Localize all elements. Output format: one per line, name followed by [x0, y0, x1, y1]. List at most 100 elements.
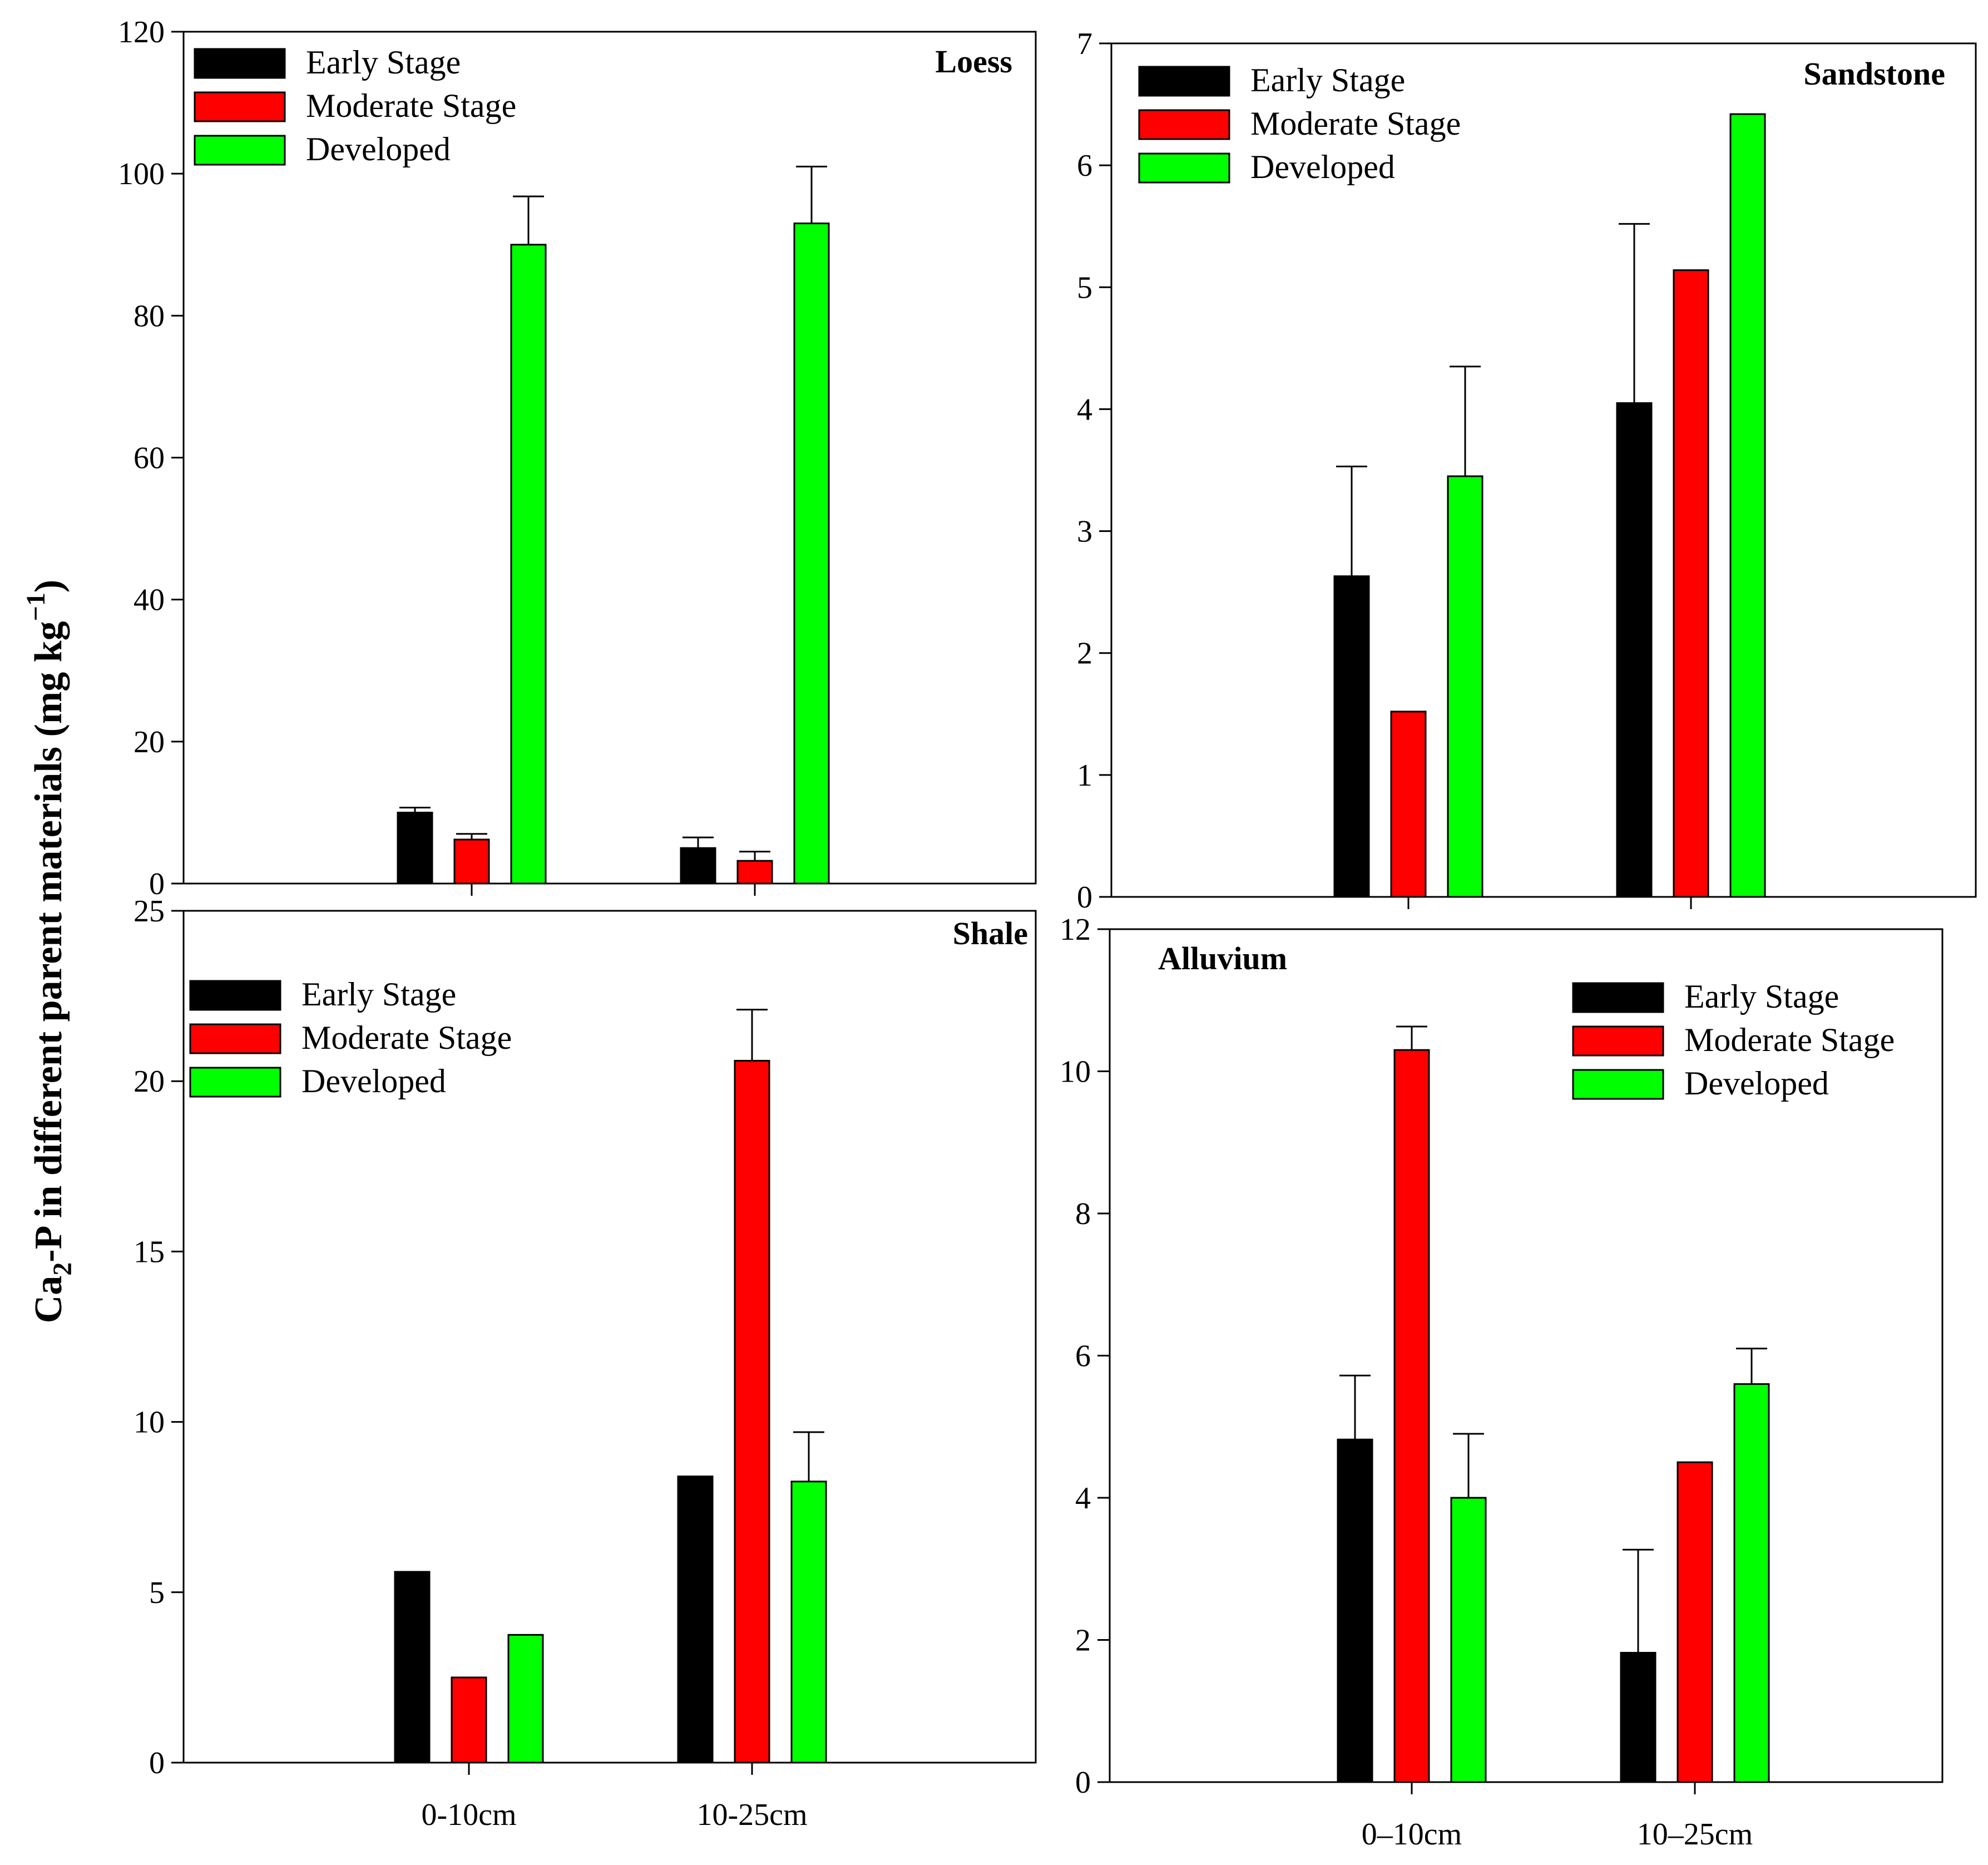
loess-legend-swatch-developed: [194, 135, 286, 166]
loess-bar-developed: [510, 244, 547, 885]
y-axis-label-prefix: Ca: [27, 1276, 70, 1324]
sandstone-legend-swatch-developed: [1138, 152, 1230, 184]
loess-legend-label-early-stage: Early Stage: [306, 44, 461, 81]
alluvium-y-tick-label: 2: [1075, 1624, 1091, 1658]
sandstone-y-tick-label: 2: [1077, 637, 1092, 671]
alluvium-chart: 0 2 4 6 8 10 12 0–10cm 10–25cm Early Stage Moderat…: [1060, 912, 1944, 1852]
loess-y-tick-label: 40: [133, 583, 165, 618]
loess-y-tick-label: 120: [118, 15, 165, 50]
alluvium-bar-moderate-stage: [1677, 1461, 1713, 1783]
loess-bar-developed: [793, 222, 830, 885]
shale-legend: Early Stage Moderate Stage Developed: [189, 976, 512, 1099]
sandstone-bar-moderate-stage: [1673, 269, 1709, 898]
loess-chart: 0 20 40 60 80 100 120 Early Stage Moderate Stage…: [118, 15, 1037, 901]
sandstone-bar-early-stage: [1333, 575, 1370, 898]
alluvium-legend-swatch-moderate-stage: [1572, 1025, 1664, 1057]
alluvium-y-tick-label: 8: [1075, 1197, 1091, 1231]
alluvium-legend-swatch-developed: [1572, 1069, 1664, 1100]
shale-y-tick-label: 5: [149, 1576, 165, 1610]
loess-bar-moderate-stage: [736, 860, 773, 885]
sandstone-y-tick-label: 7: [1077, 27, 1092, 61]
loess-y-tick-label: 60: [133, 441, 165, 476]
y-axis-label-suffix: ): [27, 580, 70, 593]
alluvium-bar-early-stage: [1620, 1651, 1656, 1783]
alluvium-y-tick-label: 4: [1075, 1481, 1091, 1516]
shale-panel-title: Shale: [953, 915, 1028, 951]
sandstone-legend-swatch-moderate-stage: [1138, 109, 1230, 140]
shale-bar-moderate-stage: [734, 1059, 770, 1764]
loess-y-tick-label: 100: [118, 157, 165, 191]
alluvium-legend-label-moderate-stage: Moderate Stage: [1684, 1022, 1895, 1058]
sandstone-bar-developed: [1729, 113, 1766, 898]
shale-bar-moderate-stage: [451, 1676, 487, 1764]
shale-y-tick-label: 0: [149, 1746, 165, 1780]
shale-y-tick-label: 10: [133, 1405, 165, 1440]
loess-legend-swatch-early-stage: [194, 48, 286, 79]
y-axis-label-middle: -P in different parent materials (mg kg: [27, 621, 70, 1262]
shale-chart: 0 5 10 15 20 25 0-10cm 10-25cm Early Stage Modera…: [133, 894, 1037, 1832]
loess-bar-moderate-stage: [453, 838, 490, 885]
loess-legend-label-developed: Developed: [306, 131, 451, 167]
sandstone-y-tick-label: 3: [1077, 515, 1092, 549]
shale-legend-swatch-early-stage: [189, 980, 281, 1011]
sandstone-legend-label-moderate-stage: Moderate Stage: [1250, 105, 1461, 142]
sandstone-y-tick-label: 0: [1077, 880, 1092, 915]
loess-legend-label-moderate-stage: Moderate Stage: [306, 87, 516, 124]
alluvium-x-tick-label: 10–25cm: [1637, 1817, 1753, 1852]
sandstone-legend: Early Stage Moderate Stage Developed: [1138, 62, 1461, 185]
sandstone-plot-frame: [1110, 42, 1977, 898]
shale-y-tick-label: 20: [133, 1064, 165, 1099]
shale-x-tick-label: 0-10cm: [421, 1798, 516, 1832]
loess-y-tick-label: 20: [133, 725, 165, 759]
loess-legend: Early Stage Moderate Stage Developed: [194, 44, 516, 167]
y-axis-label: Ca2-P in different parent materials (mg …: [21, 580, 77, 1324]
shale-y-tick-label: 15: [133, 1235, 165, 1269]
sandstone-legend-label-developed: Developed: [1250, 149, 1395, 185]
shale-bar-early-stage: [677, 1476, 714, 1764]
shale-legend-label-developed: Developed: [301, 1063, 446, 1099]
y-axis-label-superscript: −1: [21, 593, 51, 621]
sandstone-y-tick-label: 6: [1077, 149, 1092, 183]
alluvium-panel-title: Alluvium: [1158, 940, 1287, 976]
sandstone-y-tick-label: 4: [1077, 392, 1092, 427]
sandstone-y-tick-label: 5: [1077, 270, 1092, 305]
loess-bar-early-stage: [680, 847, 716, 885]
shale-y-tick-label: 25: [133, 894, 165, 929]
shale-x-tick-label: 10-25cm: [696, 1798, 807, 1832]
sandstone-legend-label-early-stage: Early Stage: [1250, 62, 1405, 98]
loess-bar-early-stage: [397, 811, 433, 885]
alluvium-legend-label-developed: Developed: [1684, 1065, 1829, 1102]
alluvium-y-tick-label: 0: [1075, 1765, 1091, 1800]
alluvium-bar-developed: [1733, 1383, 1770, 1783]
y-axis-label-subscript: 2: [48, 1262, 77, 1276]
alluvium-legend: Early Stage Moderate Stage Developed: [1572, 978, 1895, 1102]
sandstone-legend-swatch-early-stage: [1138, 66, 1230, 97]
sandstone-panel-title: Sandstone: [1803, 56, 1945, 92]
loess-y-tick-label: 80: [133, 299, 165, 333]
loess-y-tick-label: 0: [149, 867, 165, 901]
alluvium-y-tick-label: 12: [1060, 912, 1091, 947]
loess-legend-swatch-moderate-stage: [194, 91, 286, 122]
alluvium-bar-early-stage: [1337, 1438, 1373, 1783]
shale-legend-swatch-developed: [189, 1067, 281, 1098]
sandstone-y-tick-label: 1: [1077, 758, 1092, 793]
alluvium-legend-swatch-early-stage: [1572, 982, 1664, 1013]
alluvium-y-tick-label: 6: [1075, 1339, 1091, 1374]
alluvium-y-tick-label: 10: [1060, 1055, 1091, 1089]
shale-bar-developed: [790, 1481, 827, 1764]
shale-bar-developed: [507, 1634, 544, 1764]
loess-panel-title: Loess: [935, 43, 1012, 80]
sandstone-bar-moderate-stage: [1390, 711, 1427, 898]
sandstone-chart: 0 1 2 3 4 5 6 7 Early Stage Moderate Stage Develop…: [1077, 27, 1977, 915]
shale-legend-swatch-moderate-stage: [189, 1023, 281, 1054]
alluvium-x-tick-label: 0–10cm: [1362, 1817, 1462, 1852]
sandstone-bar-developed: [1447, 475, 1483, 898]
shale-bar-early-stage: [394, 1571, 431, 1764]
alluvium-legend-label-early-stage: Early Stage: [1684, 978, 1839, 1015]
shale-plot-frame: [182, 910, 1037, 1764]
sandstone-bar-early-stage: [1616, 402, 1653, 898]
shale-legend-label-moderate-stage: Moderate Stage: [301, 1019, 512, 1056]
alluvium-bar-developed: [1450, 1497, 1487, 1783]
